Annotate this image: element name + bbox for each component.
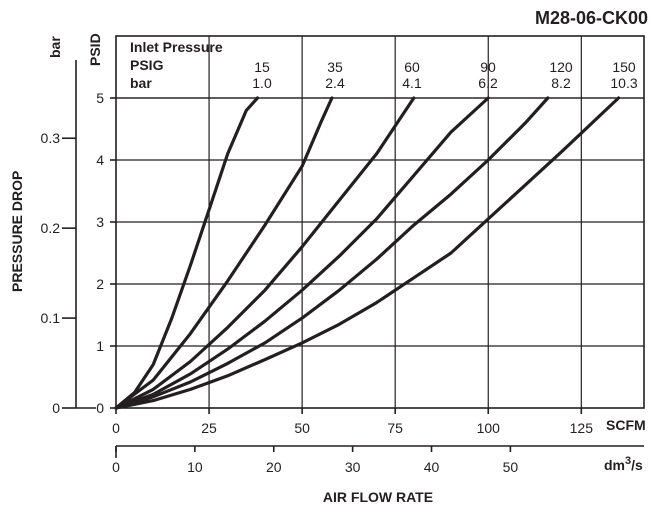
- x-tick-label-dm3s: 0: [112, 459, 120, 475]
- x-tick-label-scfm: 25: [201, 420, 217, 436]
- legend-psig-value: 90: [480, 59, 496, 75]
- x-tick-label-dm3s: 50: [503, 459, 519, 475]
- y-tick-label-psid: 0: [96, 400, 104, 416]
- x-tick-label-scfm: 50: [294, 420, 310, 436]
- x-tick-label-scfm: 125: [570, 420, 594, 436]
- curve-35-psig: [114, 96, 334, 410]
- x-tick-label-scfm: 0: [112, 420, 120, 436]
- legend-psig-label: PSIG: [130, 57, 164, 73]
- y-tick-label-psid: 1: [96, 338, 104, 354]
- x-tick-label-dm3s: 20: [266, 459, 282, 475]
- x-axis-title: AIR FLOW RATE: [323, 489, 433, 505]
- chart-title: M28-06-CK00: [535, 8, 648, 28]
- curve-150-psig: [114, 96, 621, 410]
- curve-90-psig: [114, 96, 490, 410]
- legend-inlet-pressure-title: Inlet Pressure: [130, 39, 223, 55]
- y-tick-label-bar: 0.1: [41, 310, 61, 326]
- x-tick-label-dm3s: 10: [187, 459, 203, 475]
- y-tick-label-psid: 4: [96, 152, 104, 168]
- x-tick-label-scfm: 100: [477, 420, 501, 436]
- y-tick-label-bar: 0: [52, 400, 60, 416]
- legend-bar-value: 10.3: [610, 75, 637, 91]
- curve-120-psig: [114, 96, 550, 410]
- legend-psig-value: 60: [404, 59, 420, 75]
- legend-psig-value: 120: [549, 59, 573, 75]
- legend-psig-value: 35: [327, 59, 343, 75]
- y-tick-label-psid: 5: [96, 90, 104, 106]
- data-curves: [114, 96, 621, 410]
- x-tick-label-dm3s: 40: [424, 459, 440, 475]
- y-unit-psid: PSID: [87, 33, 103, 66]
- y-tick-label-bar: 0.3: [41, 130, 61, 146]
- legend-bar-value: 2.4: [325, 75, 345, 91]
- plot-frame: [62, 35, 645, 458]
- legend-bar-value: 4.1: [402, 75, 422, 91]
- grid-lines: [116, 36, 644, 408]
- legend-bar-value: 6.2: [478, 75, 498, 91]
- legend-bar-value: 8.2: [551, 75, 571, 91]
- y-axis-title: PRESSURE DROP: [9, 171, 25, 292]
- curve-60-psig: [114, 96, 416, 410]
- curve-15-psig: [114, 96, 260, 410]
- x-tick-label-scfm: 75: [387, 420, 403, 436]
- legend-psig-value: 150: [612, 59, 636, 75]
- y-tick-label-psid: 3: [96, 214, 104, 230]
- y-tick-label-bar: 0.2: [41, 220, 61, 236]
- x-unit-scfm: SCFM: [606, 417, 646, 433]
- legend-bar-label: bar: [130, 75, 152, 91]
- legend-psig-value: 15: [254, 59, 270, 75]
- y-tick-label-psid: 2: [96, 276, 104, 292]
- x-unit-dm3s: dm3/s: [604, 455, 643, 473]
- x-tick-label-dm3s: 30: [345, 459, 361, 475]
- y-unit-bar: bar: [47, 36, 63, 58]
- legend-bar-value: 1.0: [252, 75, 272, 91]
